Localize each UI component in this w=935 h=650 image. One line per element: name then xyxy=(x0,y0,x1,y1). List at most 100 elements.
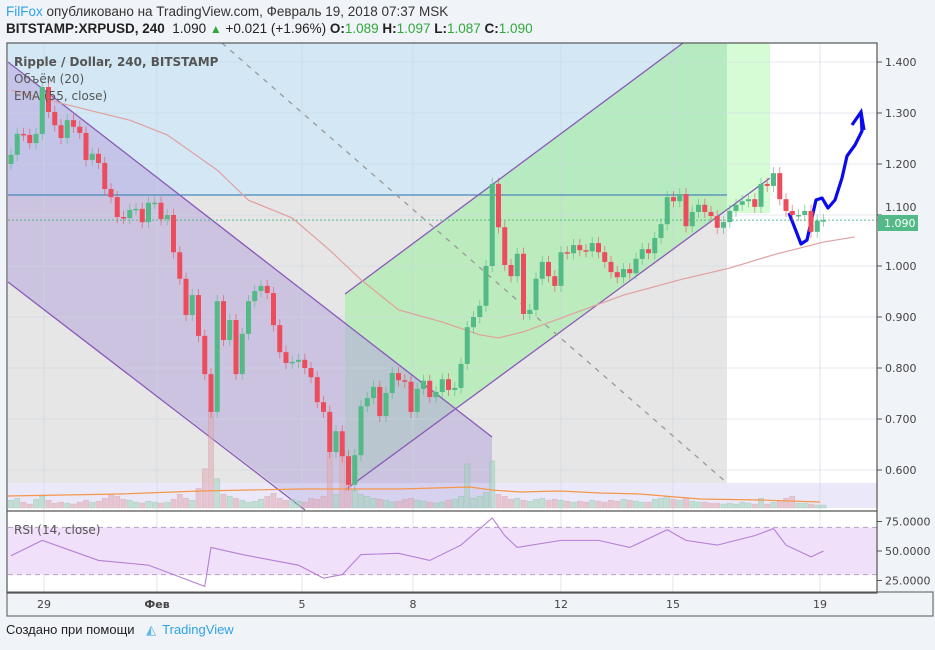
candle-body xyxy=(583,250,589,252)
candle-body xyxy=(202,335,208,375)
volume-bar xyxy=(208,409,214,509)
volume-bar xyxy=(383,499,389,509)
candle-body xyxy=(508,264,514,277)
volume-bar xyxy=(133,501,139,509)
candle-body xyxy=(633,258,639,274)
candle-body xyxy=(308,368,314,378)
price-tick-label: 0.900 xyxy=(885,311,917,324)
rsi-pane xyxy=(7,510,877,588)
volume-bar xyxy=(195,488,202,509)
dashed-trend-line xyxy=(221,42,728,484)
volume-bar xyxy=(295,500,302,509)
candle-body xyxy=(758,183,764,207)
volume-bar xyxy=(483,492,489,509)
volume-bar xyxy=(176,494,183,509)
up-channel-lower xyxy=(344,177,771,491)
time-axis-frame xyxy=(6,591,934,617)
volume-bar xyxy=(220,494,227,509)
volume-bar xyxy=(83,499,89,509)
published-text: опубликовано на TradingView.com, Февраль… xyxy=(46,4,449,19)
candle-body xyxy=(621,269,626,278)
legend-title: Ripple / Dollar, 240, BITSTAMP xyxy=(14,55,219,69)
legend-rsi: RSI (14, close) xyxy=(14,523,100,537)
volume-bar xyxy=(758,497,764,509)
volume-bar xyxy=(408,497,414,509)
volume-bar xyxy=(714,502,721,509)
candle-body xyxy=(614,272,620,278)
candle-body xyxy=(8,154,14,164)
volume-bar xyxy=(808,503,814,509)
volume-bar xyxy=(45,499,52,509)
candle-body xyxy=(146,202,151,223)
candle-body xyxy=(721,222,726,228)
candle-body xyxy=(258,285,264,291)
volume-bar xyxy=(464,463,471,509)
volume-bar xyxy=(433,502,439,509)
volume-ma-line xyxy=(7,486,821,503)
volume-bar xyxy=(726,502,733,509)
candle-body xyxy=(102,162,108,189)
volume-bar xyxy=(358,494,364,509)
candle-body xyxy=(446,379,451,390)
volume-bar xyxy=(76,501,83,509)
candle-body xyxy=(477,305,483,317)
high-label: H: xyxy=(382,21,397,36)
tradingview-link[interactable]: TradingView xyxy=(162,622,234,637)
candle-body xyxy=(52,111,58,126)
close-value: 1.090 xyxy=(498,21,533,36)
candle-body xyxy=(514,253,520,277)
volume-bar xyxy=(576,500,583,509)
volume-bar xyxy=(439,501,446,509)
triangle-up-icon: ▲ xyxy=(209,22,222,36)
volume-bar xyxy=(14,497,21,509)
arrow-head-icon xyxy=(850,107,866,131)
candle-body xyxy=(821,220,826,222)
last-price-label: 1.090 xyxy=(884,217,916,230)
candle-body xyxy=(558,252,564,286)
candle-body xyxy=(433,391,439,398)
volume-bar xyxy=(289,498,296,509)
candle-body xyxy=(639,249,645,259)
candle-body xyxy=(802,210,808,215)
candle-body xyxy=(289,361,295,364)
volume-bar xyxy=(270,493,277,509)
volume-bar xyxy=(64,502,71,509)
volume-bar xyxy=(420,500,427,509)
volume-bar xyxy=(489,460,496,509)
volume-bar xyxy=(214,478,221,509)
candle-body xyxy=(46,86,51,112)
candle-body xyxy=(364,398,370,407)
publish-info: FilFox опубликовано на TradingView.com, … xyxy=(6,4,448,19)
volume-bar xyxy=(458,495,464,509)
rsi-tick-label: 25.0000 xyxy=(885,575,931,588)
candle-body xyxy=(689,211,695,227)
volume-bar xyxy=(701,501,708,509)
candle-body xyxy=(771,173,776,186)
candle-body xyxy=(333,431,339,453)
candle-body xyxy=(233,320,239,375)
volume-bar xyxy=(114,495,121,509)
volume-bar xyxy=(651,498,658,509)
volume-bar xyxy=(8,499,14,509)
volume-bar xyxy=(51,502,58,509)
candle-body xyxy=(483,266,489,306)
volume-bar xyxy=(26,503,33,509)
candle-body xyxy=(533,278,539,310)
candle-body xyxy=(546,261,551,277)
candle-body xyxy=(752,199,758,207)
volume-bar xyxy=(739,501,746,509)
candle-body xyxy=(277,325,283,353)
candle-body xyxy=(571,245,576,254)
candle-body xyxy=(502,227,508,265)
candle-body xyxy=(71,120,76,127)
candle-body xyxy=(327,411,333,453)
volume-bar xyxy=(158,502,164,509)
author-link[interactable]: FilFox xyxy=(6,4,43,19)
candle-body xyxy=(452,387,458,390)
candle-body xyxy=(796,215,801,217)
grid xyxy=(8,43,877,592)
candle-body xyxy=(296,359,301,362)
volume-bar xyxy=(445,499,452,509)
volume-bar xyxy=(570,501,577,509)
